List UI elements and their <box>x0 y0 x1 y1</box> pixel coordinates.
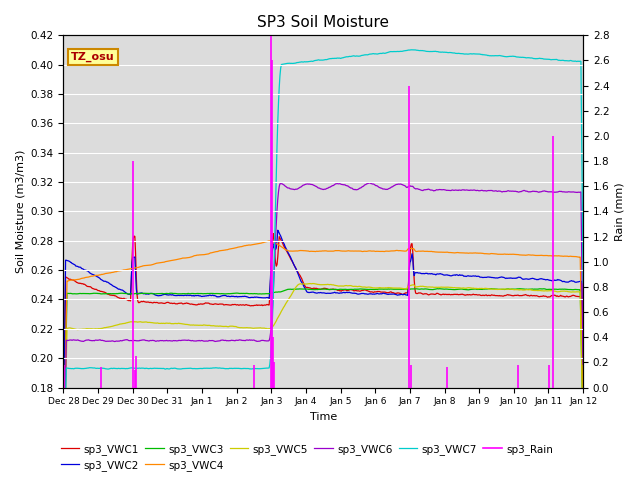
Y-axis label: Soil Moisture (m3/m3): Soil Moisture (m3/m3) <box>15 150 25 273</box>
sp3_VWC6 <box>532 189 540 194</box>
sp3_VWC3 <box>579 432 587 437</box>
Legend: sp3_VWC1, sp3_VWC2, sp3_VWC3, sp3_VWC4, sp3_VWC5, sp3_VWC6, sp3_VWC7, sp3_Rain: sp3_VWC1, sp3_VWC2, sp3_VWC3, sp3_VWC4, … <box>56 439 557 475</box>
sp3_VWC3 <box>196 291 204 297</box>
sp3_VWC1 <box>417 290 425 296</box>
sp3_VWC7 <box>365 51 373 57</box>
sp3_VWC6 <box>196 338 204 344</box>
sp3_VWC5 <box>579 433 587 439</box>
sp3_VWC1 <box>60 461 67 467</box>
Text: TZ_osu: TZ_osu <box>71 52 115 62</box>
sp3_VWC6 <box>173 338 181 344</box>
sp3_VWC1 <box>269 231 277 237</box>
sp3_VWC3 <box>488 286 495 291</box>
sp3_VWC1 <box>173 301 181 307</box>
sp3_VWC6 <box>417 187 425 193</box>
sp3_VWC5 <box>196 323 204 328</box>
sp3_VWC5 <box>316 282 323 288</box>
sp3_VWC2 <box>316 290 323 296</box>
sp3_VWC2 <box>532 276 540 282</box>
Line: sp3_VWC2: sp3_VWC2 <box>63 230 583 456</box>
sp3_VWC3 <box>417 286 424 292</box>
sp3_VWC7 <box>196 366 204 372</box>
sp3_VWC3 <box>173 291 181 297</box>
sp3_VWC7 <box>315 57 323 63</box>
sp3_VWC4 <box>366 248 374 254</box>
sp3_VWC5 <box>309 281 317 287</box>
sp3_VWC3 <box>60 470 67 476</box>
X-axis label: Time: Time <box>310 412 337 422</box>
sp3_VWC6 <box>365 180 373 186</box>
Line: sp3_VWC3: sp3_VWC3 <box>63 288 583 473</box>
sp3_VWC4 <box>60 464 67 469</box>
sp3_VWC1 <box>532 293 540 299</box>
sp3_VWC5 <box>366 284 374 290</box>
Line: sp3_VWC5: sp3_VWC5 <box>63 284 583 480</box>
sp3_VWC4 <box>316 248 323 254</box>
sp3_VWC5 <box>417 284 425 289</box>
sp3_VWC4 <box>417 248 425 254</box>
sp3_VWC7 <box>410 47 417 53</box>
sp3_VWC4 <box>196 252 204 258</box>
sp3_VWC4 <box>173 256 181 262</box>
sp3_VWC2 <box>173 293 181 299</box>
sp3_VWC2 <box>417 271 425 276</box>
sp3_VWC2 <box>366 291 374 297</box>
sp3_VWC1 <box>579 412 587 418</box>
Y-axis label: Rain (mm): Rain (mm) <box>615 182 625 241</box>
sp3_VWC1 <box>366 289 374 295</box>
sp3_VWC2 <box>196 293 204 299</box>
Line: sp3_VWC6: sp3_VWC6 <box>63 183 583 480</box>
sp3_VWC5 <box>173 321 181 326</box>
sp3_VWC2 <box>579 402 587 408</box>
sp3_VWC2 <box>274 228 282 233</box>
sp3_VWC3 <box>315 287 323 292</box>
sp3_VWC7 <box>417 48 425 53</box>
sp3_VWC4 <box>265 238 273 244</box>
sp3_VWC3 <box>532 286 540 292</box>
sp3_VWC1 <box>316 286 323 292</box>
sp3_VWC4 <box>532 252 540 258</box>
sp3_VWC3 <box>365 287 373 292</box>
sp3_VWC7 <box>579 280 587 286</box>
sp3_VWC6 <box>366 180 374 186</box>
Line: sp3_VWC7: sp3_VWC7 <box>63 50 583 480</box>
Title: SP3 Soil Moisture: SP3 Soil Moisture <box>257 15 389 30</box>
sp3_VWC2 <box>60 453 67 458</box>
sp3_VWC7 <box>532 56 540 61</box>
sp3_VWC4 <box>579 412 587 418</box>
Line: sp3_VWC4: sp3_VWC4 <box>63 241 583 467</box>
sp3_VWC5 <box>532 288 540 293</box>
Line: sp3_VWC1: sp3_VWC1 <box>63 234 583 464</box>
sp3_VWC6 <box>579 361 587 367</box>
sp3_VWC1 <box>196 301 204 307</box>
sp3_VWC6 <box>315 185 323 191</box>
sp3_VWC7 <box>173 366 181 372</box>
